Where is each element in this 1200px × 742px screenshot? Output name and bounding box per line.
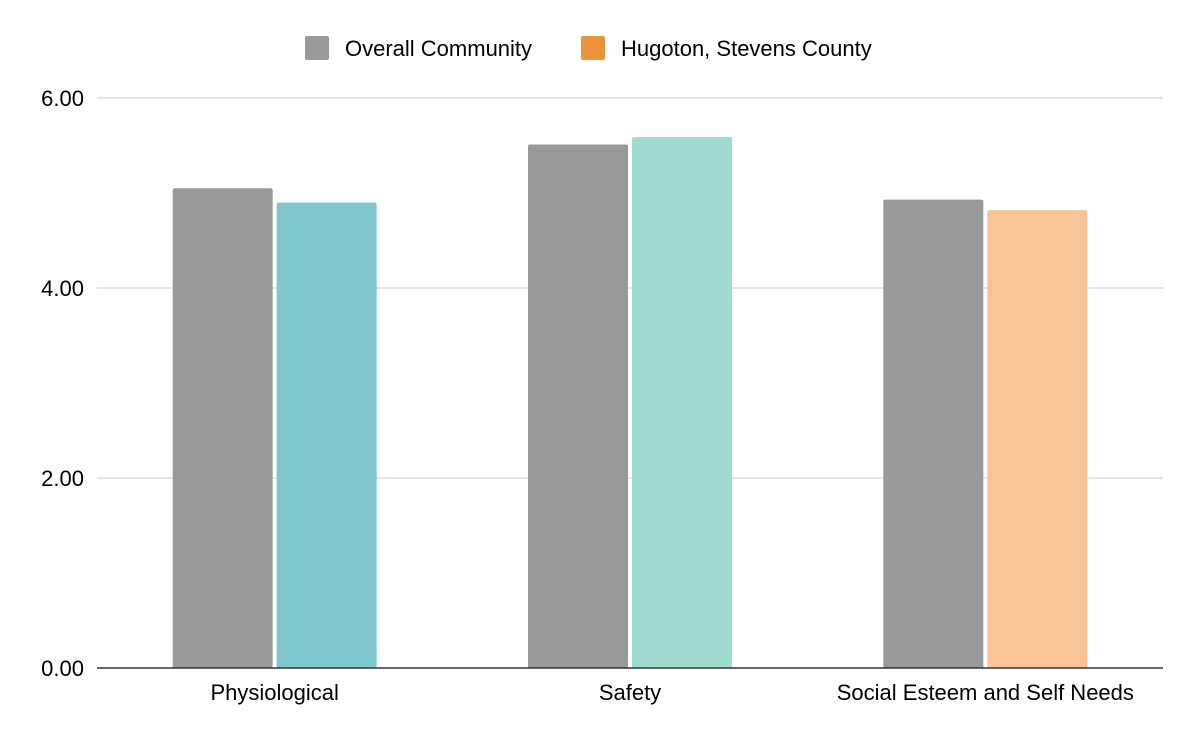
y-axis-tick-labels: 0.00 2.00 4.00 6.00 xyxy=(41,86,84,681)
bar-hugoton-stevens-county-physiological xyxy=(276,202,377,668)
bar-overall-community-physiological xyxy=(172,188,273,668)
bar-hugoton-stevens-county-safety xyxy=(632,136,732,668)
gridlines xyxy=(97,97,1163,479)
legend-swatch-overall-community xyxy=(305,36,329,60)
x-axis-category-labels: Physiological Safety Social Esteem and Sel… xyxy=(210,680,1133,705)
bar-hugoton-stevens-county-social-esteem-and-self-needs xyxy=(987,210,1088,668)
x-category-label-social-esteem-and-self-needs: Social Esteem and Self Needs xyxy=(837,680,1134,705)
legend: Overall Community Hugoton, Stevens Count… xyxy=(305,36,872,61)
y-tick-label: 4.00 xyxy=(41,276,84,301)
bars xyxy=(172,136,1088,669)
legend-label-overall-community: Overall Community xyxy=(345,36,532,61)
y-tick-label: 0.00 xyxy=(41,656,84,681)
y-tick-label: 2.00 xyxy=(41,466,84,491)
bar-overall-community-safety xyxy=(528,144,628,669)
legend-swatch-hugoton-stevens-county xyxy=(581,36,605,60)
legend-label-hugoton-stevens-county: Hugoton, Stevens County xyxy=(621,36,872,61)
y-tick-label: 6.00 xyxy=(41,86,84,111)
x-category-label-physiological: Physiological xyxy=(210,680,338,705)
bar-overall-community-social-esteem-and-self-needs xyxy=(883,199,984,668)
x-category-label-safety: Safety xyxy=(599,680,661,705)
